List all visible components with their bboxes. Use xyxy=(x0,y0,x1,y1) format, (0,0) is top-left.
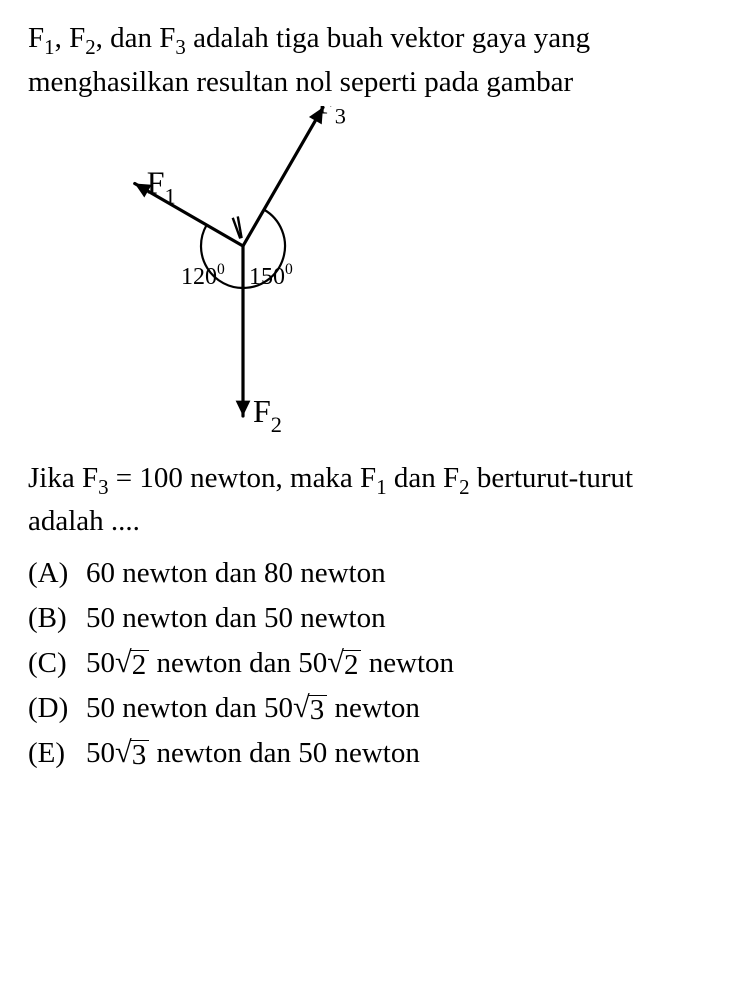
radicand: 2 xyxy=(342,650,362,680)
subscript: 3 xyxy=(98,474,108,498)
force-diagram: F1 F3 F2 1200 1500 xyxy=(68,106,448,456)
text: 50 xyxy=(86,737,115,769)
options-list: (A)60 newton dan 80 newton(B)50 newton d… xyxy=(28,551,705,776)
subscript: 2 xyxy=(85,35,95,59)
text: newton xyxy=(327,692,420,724)
text: newton dan 50 xyxy=(149,647,327,679)
radicand: 3 xyxy=(308,695,328,725)
text: dan F xyxy=(387,462,460,494)
option-row: (D)50 newton dan 50√3 newton xyxy=(28,686,705,731)
option-body: 50 newton dan 50√3 newton xyxy=(86,686,420,731)
radicand: 2 xyxy=(130,650,150,680)
question-text: F1, F2, dan F3 adalah tiga buah vektor g… xyxy=(28,18,705,102)
sqrt: √2 xyxy=(115,647,149,680)
text: F xyxy=(28,22,44,54)
option-key: (B) xyxy=(28,596,86,641)
angle-label-150: 1500 xyxy=(249,261,293,290)
subscript: 3 xyxy=(175,35,185,59)
f1-label: F1 xyxy=(147,164,176,208)
option-row: (B)50 newton dan 50 newton xyxy=(28,596,705,641)
option-body: 50√2 newton dan 50√2 newton xyxy=(86,641,454,686)
option-row: (C)50√2 newton dan 50√2 newton xyxy=(28,641,705,686)
option-row: (E)50√3 newton dan 50 newton xyxy=(28,731,705,776)
option-row: (A)60 newton dan 80 newton xyxy=(28,551,705,596)
subscript: 1 xyxy=(376,474,386,498)
option-key: (A) xyxy=(28,551,86,596)
text: = 100 newton, maka F xyxy=(109,462,377,494)
sqrt: √3 xyxy=(115,737,149,770)
f3-vector xyxy=(243,107,323,246)
text: newton xyxy=(361,647,454,679)
f3-label: F3 xyxy=(317,106,346,128)
f2-label: F2 xyxy=(253,393,282,437)
text: , F xyxy=(55,22,86,54)
option-body: 60 newton dan 80 newton xyxy=(86,551,386,596)
text: 50 xyxy=(86,647,115,679)
followup-text: Jika F3 = 100 newton, maka F1 dan F2 ber… xyxy=(28,458,705,542)
text: 60 newton dan 80 newton xyxy=(86,557,386,589)
sqrt: √3 xyxy=(293,692,327,725)
text: newton dan 50 newton xyxy=(149,737,420,769)
text: 50 newton dan 50 newton xyxy=(86,602,386,634)
text: 50 newton dan 50 xyxy=(86,692,293,724)
radicand: 3 xyxy=(130,740,150,770)
option-body: 50√3 newton dan 50 newton xyxy=(86,731,420,776)
option-key: (C) xyxy=(28,641,86,686)
subscript: 2 xyxy=(459,474,469,498)
subscript: 1 xyxy=(44,35,54,59)
angle-label-120: 1200 xyxy=(181,261,225,290)
sqrt: √2 xyxy=(327,647,361,680)
option-key: (D) xyxy=(28,686,86,731)
force-diagram-svg: F1 F3 F2 1200 1500 xyxy=(68,106,448,456)
option-key: (E) xyxy=(28,731,86,776)
option-body: 50 newton dan 50 newton xyxy=(86,596,386,641)
text: , dan F xyxy=(96,22,176,54)
text: Jika F xyxy=(28,462,98,494)
f2-arrowhead xyxy=(236,400,251,415)
